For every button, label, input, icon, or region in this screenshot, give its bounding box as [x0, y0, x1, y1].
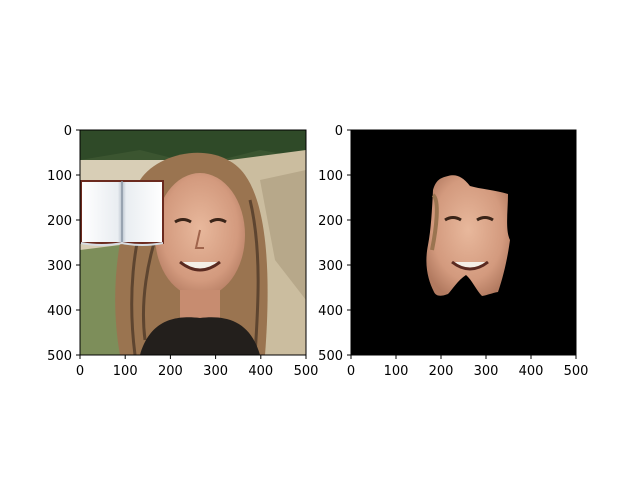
- eyes: [174, 218, 227, 224]
- y-tick-label-1-400: 400: [47, 304, 72, 319]
- neck: [180, 290, 220, 320]
- foliage-patch: [80, 130, 306, 165]
- y-tick-label-1-300: 300: [47, 259, 72, 274]
- y-tick-label-2-400: 400: [318, 304, 343, 319]
- x-tick-label-2-200: 200: [429, 364, 454, 379]
- y-tick-label-1-100: 100: [47, 169, 72, 184]
- axes-frame-1: [79, 129, 307, 356]
- book-overlay: [80, 180, 164, 246]
- x-tick-label-2-400: 400: [519, 364, 544, 379]
- x-tick-label-2-100: 100: [384, 364, 409, 379]
- face: [155, 173, 245, 297]
- y-tick-label-1-500: 500: [47, 349, 72, 364]
- y-tick-label-2-200: 200: [318, 214, 343, 229]
- axis-ticks: 0 100 200 300 400 500 0 100 200 300 400 500 0 100 200 3…: [47, 124, 588, 379]
- y-tick-label-2-300: 300: [318, 259, 343, 274]
- x-tick-label-2-0: 0: [347, 364, 355, 379]
- ground-left: [80, 245, 125, 355]
- x-tick-label-1-0: 0: [76, 364, 84, 379]
- mask-eyes: [444, 216, 494, 222]
- axes-frame-2: [350, 129, 577, 356]
- mask-mouth: [451, 260, 489, 271]
- shirt: [140, 317, 260, 355]
- mask-hair-edge: [430, 193, 439, 251]
- x-tick-label-2-300: 300: [474, 364, 499, 379]
- face-segment: [426, 175, 510, 296]
- x-tick-label-1-400: 400: [248, 364, 273, 379]
- mouth: [179, 260, 221, 272]
- nose: [194, 229, 204, 249]
- y-tick-label-1-0: 0: [64, 124, 72, 139]
- y-tick-label-2-500: 500: [318, 349, 343, 364]
- x-tick-label-1-200: 200: [158, 364, 183, 379]
- x-tick-label-2-500: 500: [564, 364, 589, 379]
- x-tick-label-1-100: 100: [113, 364, 138, 379]
- x-tick-label-1-300: 300: [203, 364, 228, 379]
- y-tick-label-1-200: 200: [47, 214, 72, 229]
- mask-panel: [351, 130, 576, 355]
- y-tick-label-2-0: 0: [335, 124, 343, 139]
- rock-shadow: [260, 170, 306, 300]
- x-tick-label-1-500: 500: [294, 364, 319, 379]
- y-tick-label-2-100: 100: [318, 169, 343, 184]
- photo-panel: [80, 130, 306, 355]
